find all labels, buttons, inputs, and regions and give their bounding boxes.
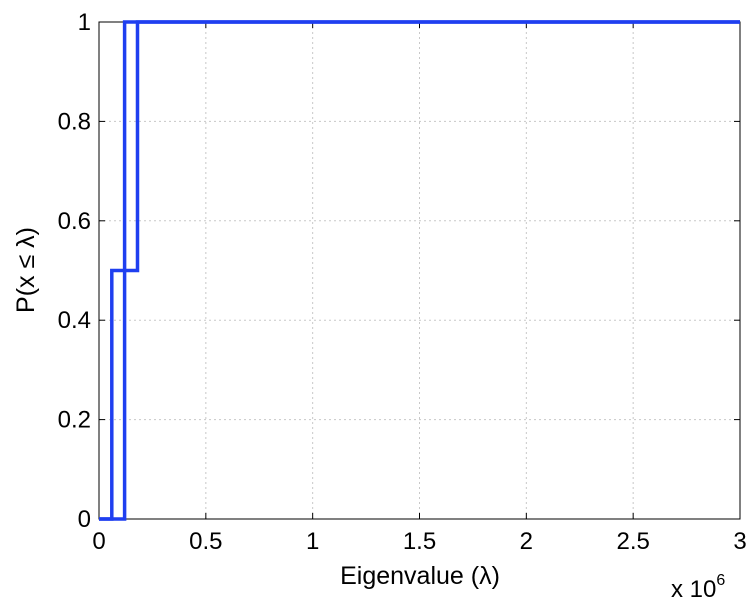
y-tick-label: 0.6 <box>58 208 91 235</box>
x-tick-label: 1.5 <box>403 528 436 555</box>
x-tick-label: 1 <box>306 528 319 555</box>
x-multiplier-label: x 106 <box>671 572 725 600</box>
y-tick-label: 0.8 <box>58 108 91 135</box>
series-line-2 <box>99 20 740 521</box>
grid <box>99 22 740 519</box>
x-tick-label: 3 <box>733 528 746 555</box>
y-tick-label: 1 <box>78 9 91 36</box>
series-layer <box>99 20 740 521</box>
x-axis-label: Eigenvalue (λ) <box>340 562 500 590</box>
axes <box>98 21 741 520</box>
y-axis-label: P(x ≤ λ) <box>12 227 40 313</box>
y-tick-label: 0.4 <box>58 307 91 334</box>
x-tick-label: 0 <box>92 528 105 555</box>
x-tick-label: 2.5 <box>616 528 649 555</box>
x-tick-label: 2 <box>520 528 533 555</box>
series-line-1 <box>99 20 740 521</box>
y-tick-label: 0 <box>78 506 91 533</box>
plot-frame <box>98 21 741 520</box>
y-tick-label: 0.2 <box>58 407 91 434</box>
tick-labels: 0 0.5 1 1.5 2 2.5 3 0 0.2 0.4 0.6 0.8 1 <box>58 9 747 555</box>
x-tick-label: 0.5 <box>189 528 222 555</box>
